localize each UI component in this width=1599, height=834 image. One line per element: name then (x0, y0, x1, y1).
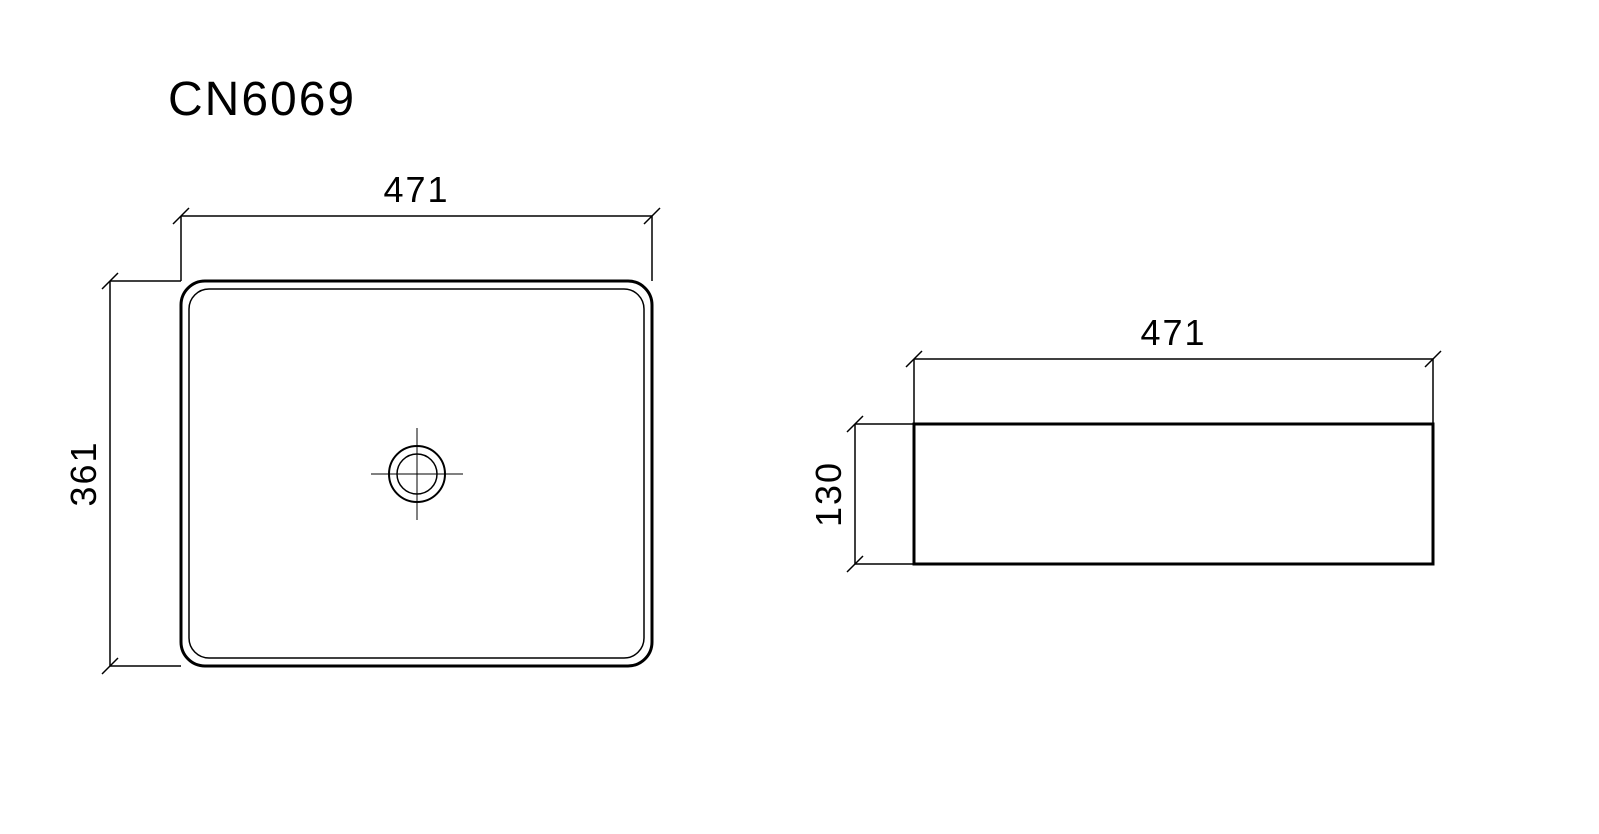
dim-left-height: 361 (63, 273, 181, 674)
technical-drawing: CN6069 471 361 (0, 0, 1599, 834)
dim-value: 361 (63, 440, 104, 506)
dim-value: 471 (383, 169, 449, 210)
top-view: 471 361 (63, 169, 660, 674)
side-view: 471 130 (808, 312, 1441, 572)
dim-value: 471 (1140, 312, 1206, 353)
product-title: CN6069 (168, 73, 356, 126)
side-view-rect (914, 424, 1433, 564)
dim-value: 130 (808, 461, 849, 527)
dim-top-width: 471 (173, 169, 660, 281)
dim-side-width: 471 (906, 312, 1441, 424)
dim-side-height: 130 (808, 416, 914, 572)
